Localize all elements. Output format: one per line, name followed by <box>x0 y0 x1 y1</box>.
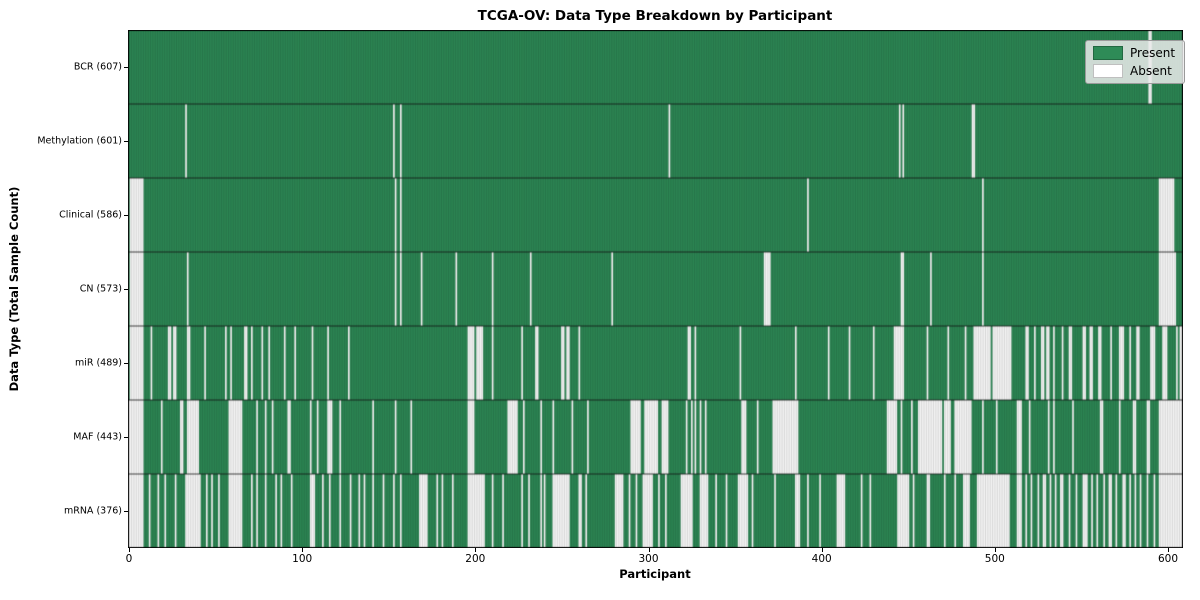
x-tick-label-0: 0 <box>125 553 133 565</box>
y-tick-mark <box>124 289 128 290</box>
row-label-maf: MAF (443) <box>73 431 122 443</box>
x-axis-label: Participant <box>619 567 691 581</box>
x-tick-label-300: 300 <box>638 553 659 565</box>
row-label-cn: CN (573) <box>79 283 122 295</box>
absent-color-swatch <box>1093 64 1123 78</box>
x-tick-label-600: 600 <box>1157 553 1179 565</box>
x-tick-label-200: 200 <box>465 553 486 565</box>
y-tick-mark <box>124 363 128 364</box>
present-color-swatch <box>1093 46 1123 60</box>
x-tick-label-400: 400 <box>811 553 832 565</box>
x-tick-label-100: 100 <box>292 553 313 565</box>
row-label-methylation: Methylation (601) <box>37 135 122 147</box>
y-tick-mark <box>124 141 128 142</box>
heatmap-plot-area <box>128 30 1183 548</box>
legend-absent-label: Absent <box>1130 64 1172 78</box>
x-tick-mark <box>302 548 304 552</box>
chart-title: TCGA-OV: Data Type Breakdown by Particip… <box>477 8 833 24</box>
y-tick-mark <box>124 215 128 216</box>
x-tick-mark <box>994 548 996 552</box>
x-tick-label-500: 500 <box>984 553 1005 565</box>
y-tick-mark <box>124 67 128 68</box>
legend-item-present: Present <box>1093 46 1175 60</box>
legend-item-absent: Absent <box>1093 64 1175 78</box>
x-tick-mark <box>129 548 130 552</box>
row-label-bcr: BCR (607) <box>73 61 122 73</box>
row-label-mrna: mRNA (376) <box>63 505 122 517</box>
y-tick-mark <box>124 437 128 438</box>
x-tick-mark <box>648 548 650 552</box>
row-label-clinical: Clinical (586) <box>59 209 122 221</box>
legend-present-label: Present <box>1130 46 1176 60</box>
legend: Present Absent <box>1085 40 1186 84</box>
x-tick-mark <box>821 548 823 552</box>
row-label-mir: miR (489) <box>74 357 122 369</box>
x-tick-mark <box>1168 548 1169 552</box>
y-tick-mark <box>124 511 128 512</box>
x-tick-mark <box>475 548 477 552</box>
